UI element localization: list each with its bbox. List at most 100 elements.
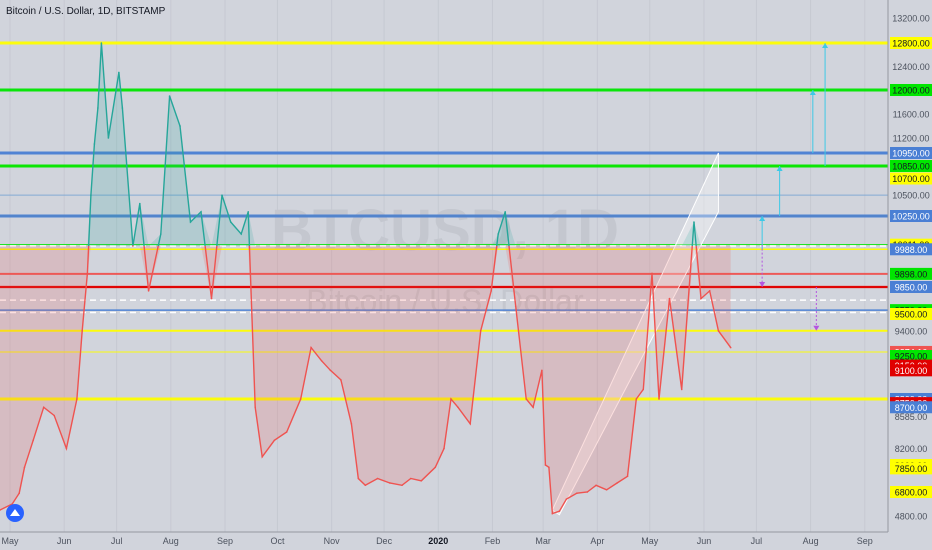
price-point-20 [147, 290, 150, 292]
price-point-58 [525, 398, 527, 400]
price-point-3 [23, 466, 26, 469]
price-point-73 [642, 388, 645, 391]
arrow-head-5 [813, 325, 820, 331]
price-point-78 [693, 221, 695, 223]
price-point-24 [189, 221, 192, 223]
time-tick-label-7: Dec [376, 536, 393, 546]
price-label-bg-8 [890, 172, 932, 185]
price-tick-label-30: 6800.00 [895, 488, 928, 498]
price-label-bg-6 [890, 147, 932, 159]
price-label-bg-3 [890, 84, 932, 96]
price-label-bg-30 [890, 486, 932, 498]
price-tick-label-31: 4800.00 [895, 512, 928, 522]
price-tick-label-15: 9850.00 [895, 283, 928, 293]
price-point-11 [90, 194, 92, 196]
price-point-76 [668, 297, 671, 300]
price-point-51 [457, 406, 459, 409]
price-point-37 [320, 359, 323, 362]
ascending-channel [551, 152, 719, 516]
price-point-17 [121, 107, 124, 109]
price-point-28 [229, 221, 232, 223]
price-point-41 [357, 477, 360, 480]
price-point-12 [93, 143, 96, 145]
price-point-36 [310, 346, 312, 349]
price-point-26 [210, 297, 213, 300]
price-tick-label-3: 12000.00 [892, 86, 930, 96]
time-tick-label-11: Apr [590, 536, 604, 546]
price-tick-label-5: 11200.00 [893, 134, 930, 144]
price-point-56 [504, 211, 506, 213]
time-tick-label-0: May [1, 536, 19, 546]
tradingview-logo-icon[interactable] [6, 504, 24, 522]
price-point-72 [635, 398, 638, 400]
price-point-80 [708, 290, 711, 292]
arrow-head-1 [809, 90, 816, 95]
price-point-45 [401, 484, 403, 487]
price-label-bg-14 [890, 267, 932, 280]
price-point-38 [329, 369, 332, 372]
price-tick-label-0: 13200.00 [892, 14, 930, 24]
price-point-60 [541, 369, 543, 372]
price-point-19 [139, 202, 141, 205]
price-point-44 [389, 482, 391, 484]
price-point-10 [86, 272, 89, 275]
arrow-head-2 [776, 166, 783, 171]
price-tick-label-27: 8200.00 [895, 444, 928, 454]
price-tick-label-26: 8585.00 [895, 412, 928, 422]
price-point-29 [240, 233, 243, 235]
price-point-50 [450, 398, 452, 400]
price-point-30 [247, 211, 250, 213]
price-point-68 [595, 484, 597, 487]
price-tick-label-2: 12400.00 [892, 62, 930, 72]
price-point-40 [350, 422, 353, 425]
arrow-head-3 [759, 216, 766, 221]
price-point-2 [18, 492, 21, 495]
time-tick-label-10: Mar [535, 536, 551, 546]
price-label-bg-7 [890, 160, 932, 172]
time-tick-label-15: Aug [803, 536, 819, 546]
price-tick-label-20: 9250.00 [895, 352, 928, 362]
price-point-79 [700, 297, 702, 300]
time-tick-label-6: Nov [324, 536, 341, 546]
price-point-6 [53, 414, 55, 417]
price-tick-label-7: 10850.00 [892, 162, 930, 172]
price-label-bg-15 [890, 281, 932, 293]
price-point-39 [340, 379, 342, 381]
price-label-bg-20 [890, 350, 932, 362]
price-point-31 [254, 406, 257, 409]
price-point-65 [565, 498, 568, 501]
price-point-63 [551, 512, 554, 515]
price-point-4 [32, 439, 35, 442]
price-point-77 [680, 388, 683, 391]
price-point-67 [586, 491, 589, 493]
time-tick-label-14: Jul [751, 536, 763, 546]
time-tick-label-13: Jun [697, 536, 712, 546]
price-tick-label-8: 10700.00 [892, 174, 930, 184]
price-point-42 [364, 484, 367, 487]
price-point-75 [658, 398, 660, 400]
price-line-up [87, 42, 697, 246]
price-point-7 [65, 447, 68, 450]
price-point-14 [100, 42, 103, 44]
price-point-15 [107, 137, 110, 139]
price-label-bg-1 [890, 37, 932, 49]
price-label-bg-17 [890, 308, 932, 320]
arrow-head-4 [759, 282, 766, 287]
price-point-74 [651, 272, 653, 275]
price-point-34 [285, 431, 288, 433]
price-point-9 [81, 330, 83, 332]
price-point-35 [299, 398, 302, 400]
chart-title: Bitcoin / U.S. Dollar, 1D, BITSTAMP [6, 6, 166, 17]
price-point-59 [532, 406, 534, 409]
price-tick-label-18: 9400.00 [895, 326, 928, 336]
price-point-21 [160, 233, 162, 235]
price-point-53 [479, 330, 482, 332]
price-point-47 [420, 479, 423, 482]
price-tick-label-14: 9898.00 [895, 269, 928, 279]
price-label-bg-25 [890, 401, 932, 414]
time-tick-label-3: Aug [163, 536, 179, 546]
price-point-13 [97, 107, 99, 109]
